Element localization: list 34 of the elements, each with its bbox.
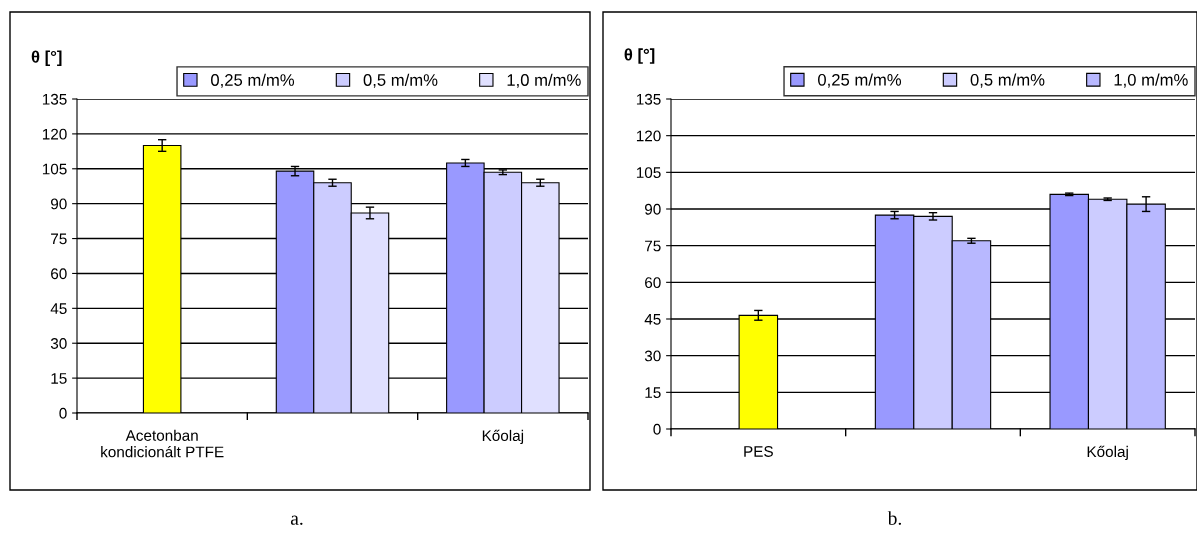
- y-tick-label: 135: [636, 93, 661, 105]
- y-axis-title: θ [°]: [624, 48, 655, 64]
- y-tick-label: 120: [636, 130, 661, 142]
- legend-label: 0,5 m/m%: [363, 73, 438, 88]
- y-tick-label: 0: [59, 407, 67, 419]
- x-tick-label: Kőolaj: [482, 429, 524, 445]
- legend-label: 1,0 m/m%: [507, 73, 581, 88]
- y-tick-label: 105: [42, 163, 67, 175]
- legend-label: 0,5 m/m%: [970, 73, 1045, 88]
- y-tick-label: 45: [50, 303, 67, 315]
- y-tick-label: 75: [51, 233, 67, 245]
- y-tick-label: 30: [644, 350, 661, 362]
- legend-label: 1,0 m/m%: [1114, 73, 1188, 88]
- legend-label: 0,25 m/m%: [211, 73, 295, 88]
- y-tick-label: 90: [51, 198, 67, 210]
- y-tick-label: 15: [51, 373, 67, 384]
- legend-label: 0,25 m/m%: [818, 73, 902, 88]
- y-axis-title: θ [°]: [31, 50, 62, 66]
- y-tick-label: 0: [653, 423, 661, 435]
- y-tick-label: 45: [644, 314, 661, 325]
- text: a.: [290, 515, 303, 525]
- y-tick-label: 60: [645, 277, 661, 289]
- x-tick-label: Kőolaj: [1087, 445, 1128, 461]
- x-tick-label: Acetonban kondicionált PTFE: [101, 429, 224, 458]
- y-tick-label: 60: [51, 268, 67, 280]
- text: b.: [887, 511, 902, 525]
- y-tick-label: 135: [42, 93, 67, 105]
- x-tick-label: PES: [744, 446, 773, 457]
- y-tick-label: 75: [645, 240, 661, 252]
- y-tick-label: 90: [645, 203, 661, 215]
- y-tick-label: 105: [636, 167, 661, 179]
- y-tick-label: 120: [42, 128, 67, 140]
- y-tick-label: 30: [50, 338, 67, 349]
- y-tick-label: 15: [645, 387, 661, 399]
